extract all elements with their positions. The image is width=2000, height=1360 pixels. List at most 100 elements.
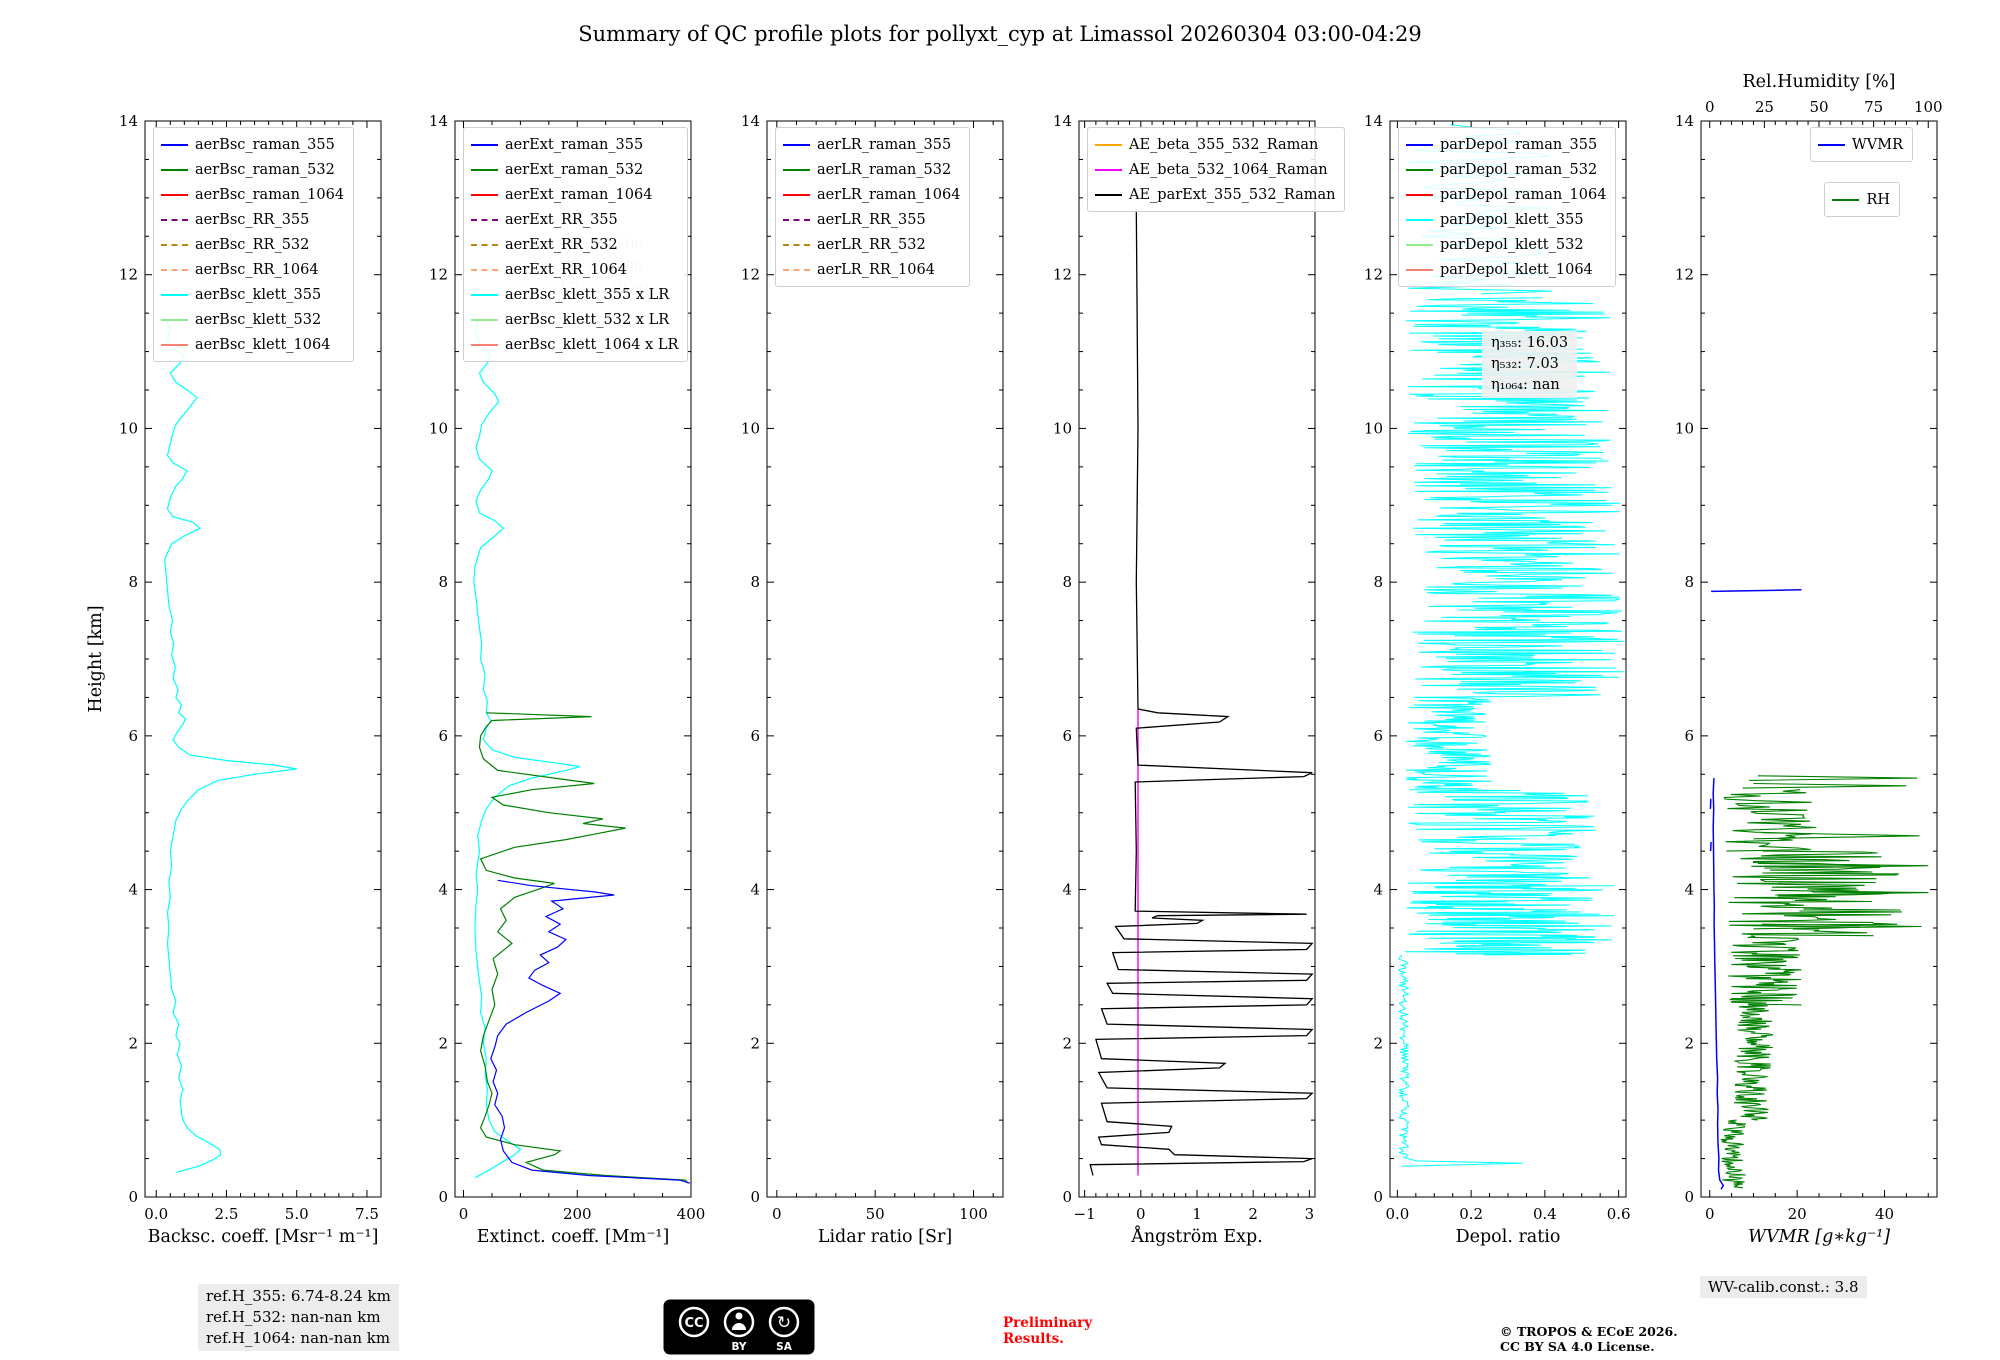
sa-arrow-glyph: ↻ (777, 1313, 791, 1333)
svg-text:2: 2 (438, 1034, 448, 1052)
legend-entry: AE_parExt_355_532_Raman (1095, 182, 1335, 207)
legend-label: aerExt_raman_532 (505, 161, 644, 178)
legend-entry: parDepol_raman_355 (1406, 132, 1606, 157)
svg-text:14: 14 (429, 112, 448, 130)
reference-height-note: ref.H_355: 6.74-8.24 km ref.H_532: nan-n… (198, 1284, 399, 1351)
legend-entry: aerExt_raman_355 (471, 132, 678, 157)
series-parDepol_klett_355 (1401, 1156, 1523, 1167)
svg-text:8: 8 (128, 573, 138, 591)
legend-label: aerBsc_klett_1064 x LR (505, 336, 679, 353)
legend-line-sample (161, 318, 188, 321)
legend-entry: aerExt_raman_532 (471, 157, 678, 182)
panel-extinction-curves (469, 312, 691, 1184)
legend-backscatter: aerBsc_raman_355 aerBsc_raman_532 aerBsc_r… (153, 127, 355, 362)
legend-lidar-ratio: aerLR_raman_355 aerLR_raman_532 aerLR_rama… (775, 127, 971, 287)
by-person-head (735, 1312, 743, 1320)
legend-label: AE_beta_355_532_Raman (1129, 136, 1319, 153)
svg-text:10: 10 (429, 419, 448, 437)
legend-label: aerBsc_raman_355 (195, 136, 335, 153)
svg-text:25: 25 (1755, 98, 1774, 116)
svg-text:1: 1 (1192, 1205, 1202, 1223)
legend-label: aerLR_RR_355 (817, 211, 926, 228)
svg-text:6: 6 (1684, 727, 1694, 745)
legend-label: aerLR_raman_355 (817, 136, 952, 153)
svg-text:0: 0 (1705, 1205, 1715, 1223)
panel-wvmr-curves (1709, 589, 1929, 1190)
legend-line-sample (1406, 193, 1433, 196)
legend-label: aerBsc_klett_532 (195, 311, 322, 328)
cc-license-badge: CC ↻ BY SA (662, 1298, 816, 1360)
svg-text:2: 2 (1062, 1034, 1072, 1052)
svg-text:3: 3 (1305, 1205, 1315, 1223)
legend-line-sample (1095, 168, 1122, 171)
legend-label: parDepol_raman_355 (1440, 136, 1598, 153)
legend-wvmr-2: RH (1824, 182, 1900, 217)
svg-text:2: 2 (1248, 1205, 1258, 1223)
svg-text:8: 8 (1062, 573, 1072, 591)
legend-line-sample (471, 343, 498, 346)
legend-extinction: aerExt_raman_355 aerExt_raman_532 aerExt_r… (463, 127, 689, 362)
panel-wvmr: 0 2 4 6 8 10 12 14 0 20 40 0 25 50 75 100 (1675, 98, 1943, 1223)
by-label: BY (731, 1341, 746, 1353)
legend-entry: aerBsc_klett_1064 (161, 332, 344, 357)
legend-line-sample (471, 293, 498, 296)
sa-icon (768, 1306, 800, 1338)
legend-label: aerBsc_RR_532 (195, 236, 310, 253)
series-RH (1770, 889, 1929, 896)
svg-text:14: 14 (1675, 112, 1694, 130)
legend-line-sample (783, 168, 810, 171)
legend-entry: aerExt_RR_355 (471, 207, 678, 232)
svg-text:7.5: 7.5 (355, 1205, 379, 1223)
legend-entry: aerLR_raman_1064 (783, 182, 960, 207)
svg-text:0: 0 (438, 1188, 448, 1206)
series-aerExt_raman_355 (490, 879, 691, 1184)
legend-line-sample (1406, 243, 1433, 246)
svg-text:0: 0 (1684, 1188, 1694, 1206)
svg-text:100: 100 (959, 1205, 988, 1223)
legend-entry: aerBsc_klett_532 x LR (471, 307, 678, 332)
series-RH (1733, 1004, 1774, 1121)
svg-text:10: 10 (1675, 419, 1694, 437)
svg-text:0: 0 (128, 1188, 138, 1206)
series-aerBsc_klett_355 (164, 316, 297, 1173)
legend-label: aerBsc_klett_355 (195, 286, 322, 303)
legend-label: AE_beta_532_1064_Raman (1129, 161, 1328, 178)
legend-line-sample (783, 143, 810, 146)
svg-text:0: 0 (772, 1205, 782, 1223)
legend-entry: aerBsc_raman_355 (161, 132, 344, 157)
x-axis-label-depol: Depol. ratio (1455, 1227, 1561, 1247)
svg-text:6: 6 (128, 727, 138, 745)
svg-text:8: 8 (750, 573, 760, 591)
legend-line-sample (161, 343, 188, 346)
svg-text:12: 12 (741, 266, 760, 284)
legend-line-sample (161, 243, 188, 246)
legend-entry: parDepol_raman_532 (1406, 157, 1606, 182)
svg-text:2: 2 (1373, 1034, 1383, 1052)
svg-text:−1: −1 (1074, 1205, 1096, 1223)
legend-label: parDepol_klett_1064 (1440, 261, 1593, 278)
legend-line-sample (471, 318, 498, 321)
svg-text:12: 12 (429, 266, 448, 284)
series-parDepol_klett_355 (1412, 458, 1625, 698)
x-axis-label-lidar-ratio: Lidar ratio [Sr] (817, 1227, 953, 1247)
svg-text:14: 14 (119, 112, 138, 130)
legend-line-sample (161, 293, 188, 296)
legend-line-sample (161, 168, 188, 171)
series-aerExt_raman_532 (478, 712, 689, 1184)
svg-text:0.0: 0.0 (1385, 1205, 1409, 1223)
legend-label: RH (1866, 191, 1890, 208)
series-WVMR (1712, 778, 1725, 1190)
svg-text:75: 75 (1864, 98, 1883, 116)
svg-text:0: 0 (1373, 1188, 1383, 1206)
svg-text:12: 12 (1675, 266, 1694, 284)
svg-text:12: 12 (1053, 266, 1072, 284)
svg-text:0: 0 (1062, 1188, 1072, 1206)
legend-label: parDepol_raman_1064 (1440, 186, 1607, 203)
svg-text:2: 2 (1684, 1034, 1694, 1052)
legend-entry: AE_beta_355_532_Raman (1095, 132, 1335, 157)
legend-wvmr-1: WVMR (1809, 127, 1913, 162)
legend-entry: aerBsc_RR_532 (161, 232, 344, 257)
svg-text:6: 6 (438, 727, 448, 745)
cc-icon-text: CC (684, 1316, 703, 1331)
svg-text:14: 14 (1053, 112, 1072, 130)
